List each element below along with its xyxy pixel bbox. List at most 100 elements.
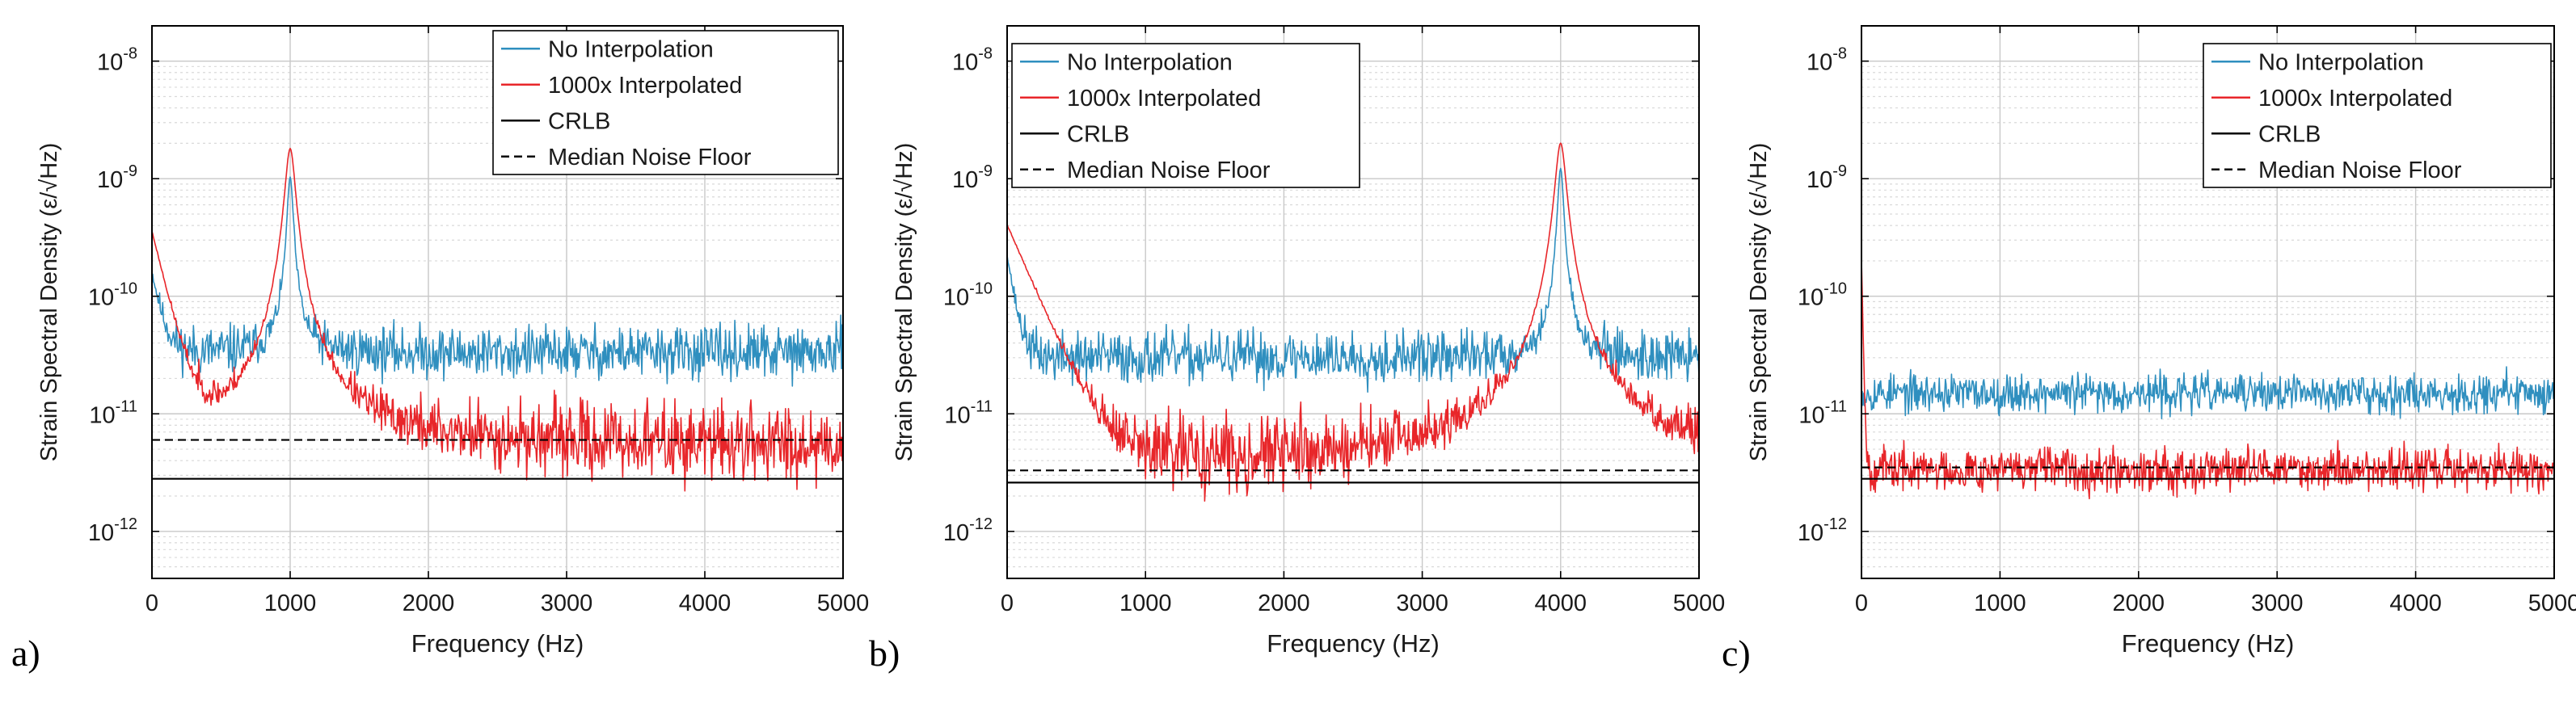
y-tick-base: 10 — [97, 50, 123, 76]
x-tick-label: 2000 — [2113, 591, 2165, 616]
legend-box — [1011, 43, 1360, 188]
y-tick-label: 10-9 — [97, 162, 137, 193]
y-tick-label: 10-8 — [97, 45, 137, 76]
y-tick-label: 10-8 — [1807, 45, 1847, 76]
y-tick-label: 10-11 — [89, 397, 137, 428]
y-tick-exponent: -9 — [123, 162, 137, 180]
legend-entry: 1000x Interpolated — [1067, 86, 1261, 111]
y-tick-exponent: -12 — [114, 515, 137, 533]
y-tick-base: 10 — [1798, 402, 1824, 428]
y-tick-label: 10-12 — [88, 515, 137, 546]
y-tick-label: 10-9 — [1807, 162, 1847, 193]
series-group — [152, 147, 843, 492]
x-tick-label: 5000 — [1673, 591, 1726, 616]
x-axis-label: Frequency (Hz) — [1267, 629, 1440, 658]
y-tick-exponent: -8 — [1832, 45, 1847, 63]
series-line-interpolated — [1007, 142, 1699, 502]
series-group — [1007, 142, 1699, 502]
legend-entry: Median Noise Floor — [1067, 158, 1271, 183]
y-tick-label: 10-10 — [88, 280, 137, 311]
legend-entry: No Interpolation — [548, 36, 714, 62]
x-tick-label: 3000 — [541, 591, 593, 616]
y-tick-base: 10 — [1798, 285, 1823, 311]
y-tick-base: 10 — [952, 167, 978, 193]
y-axis-label: Strain Spectral Density (ε/√Hz) — [36, 143, 62, 462]
y-tick-exponent: -9 — [1832, 162, 1847, 180]
y-tick-label: 10-9 — [952, 162, 993, 193]
series-line-interpolated — [1861, 259, 2554, 500]
y-tick-label: 10-11 — [944, 397, 993, 428]
y-tick-base: 10 — [943, 520, 969, 546]
legend-entry: Median Noise Floor — [2258, 158, 2462, 183]
y-tick-label: 10-12 — [1798, 515, 1847, 546]
panel-label: b) — [869, 633, 900, 674]
legend-entry: CRLB — [1067, 121, 1129, 147]
x-tick-label: 0 — [1855, 591, 1868, 616]
y-axis-label: Strain Spectral Density (ε/√Hz) — [892, 143, 917, 462]
y-tick-label: 10-11 — [1798, 397, 1847, 428]
legend-entry: CRLB — [548, 108, 610, 134]
panel-label: c) — [1722, 633, 1751, 674]
axes-frame — [1861, 25, 2555, 579]
x-tick-label: 4000 — [679, 591, 731, 616]
x-tick-label: 1000 — [264, 591, 317, 616]
y-tick-exponent: -12 — [969, 515, 993, 533]
x-tick-label: 5000 — [817, 591, 870, 616]
y-tick-exponent: -10 — [969, 280, 993, 298]
x-tick-label: 4000 — [1535, 591, 1587, 616]
x-tick-label: 0 — [1001, 591, 1014, 616]
y-tick-base: 10 — [1807, 50, 1832, 76]
y-axis-label: Strain Spectral Density (ε/√Hz) — [1746, 143, 1772, 462]
x-tick-label: 3000 — [2251, 591, 2304, 616]
legend-entry: Median Noise Floor — [548, 145, 752, 170]
legend-entry: No Interpolation — [2258, 49, 2424, 75]
legend: No Interpolation 1000x Interpolated CRLB Me… — [1011, 43, 1360, 188]
chart-panel-2: 0 1000 2000 3000 4000 500010-1210-1110-1010-9… — [869, 25, 1726, 674]
y-tick-base: 10 — [944, 402, 970, 428]
y-tick-exponent: -11 — [971, 397, 993, 415]
x-axis-label: Frequency (Hz) — [2122, 629, 2295, 658]
y-tick-base: 10 — [1807, 167, 1832, 193]
y-tick-label: 10-12 — [943, 515, 993, 546]
series-line-no-interpolation — [152, 176, 843, 389]
x-tick-label: 1000 — [1119, 591, 1172, 616]
legend-entry: 1000x Interpolated — [548, 73, 742, 99]
y-tick-base: 10 — [1798, 520, 1823, 546]
x-tick-label: 2000 — [403, 591, 455, 616]
y-tick-exponent: -10 — [114, 280, 137, 298]
y-tick-exponent: -12 — [1823, 515, 1847, 533]
legend-entry: CRLB — [2258, 121, 2321, 147]
x-tick-label: 3000 — [1396, 591, 1448, 616]
y-tick-base: 10 — [88, 285, 114, 311]
y-tick-exponent: -8 — [978, 45, 993, 63]
panel-label: a) — [11, 633, 40, 674]
y-tick-exponent: -8 — [123, 45, 137, 63]
legend-entry: 1000x Interpolated — [2258, 86, 2452, 111]
legend-box — [492, 30, 839, 175]
axes-frame — [151, 25, 844, 579]
y-tick-label: 10-10 — [943, 280, 993, 311]
chart-panel-3: 0 1000 2000 3000 4000 500010-1210-1110-1010-9… — [1722, 25, 2576, 674]
x-tick-label: 4000 — [2389, 591, 2442, 616]
y-tick-exponent: -10 — [1823, 280, 1847, 298]
legend-entry: No Interpolation — [1067, 49, 1233, 75]
legend: No Interpolation 1000x Interpolated CRLB Me… — [492, 30, 839, 175]
x-axis-label: Frequency (Hz) — [411, 629, 584, 658]
series-line-interpolated — [152, 147, 843, 492]
y-tick-base: 10 — [952, 50, 978, 76]
axes-frame — [1006, 25, 1700, 579]
series-line-no-interpolation — [1007, 167, 1699, 393]
x-tick-label: 0 — [145, 591, 158, 616]
y-tick-label: 10-8 — [952, 45, 993, 76]
y-tick-exponent: -11 — [116, 397, 137, 415]
legend-box — [2203, 43, 2552, 188]
legend: No Interpolation 1000x Interpolated CRLB Me… — [2203, 43, 2552, 188]
y-tick-base: 10 — [97, 167, 123, 193]
y-tick-base: 10 — [88, 520, 114, 546]
y-tick-label: 10-10 — [1798, 280, 1847, 311]
x-tick-label: 2000 — [1258, 591, 1310, 616]
y-tick-exponent: -11 — [1825, 397, 1847, 415]
x-tick-label: 5000 — [2528, 591, 2576, 616]
y-tick-base: 10 — [89, 402, 115, 428]
